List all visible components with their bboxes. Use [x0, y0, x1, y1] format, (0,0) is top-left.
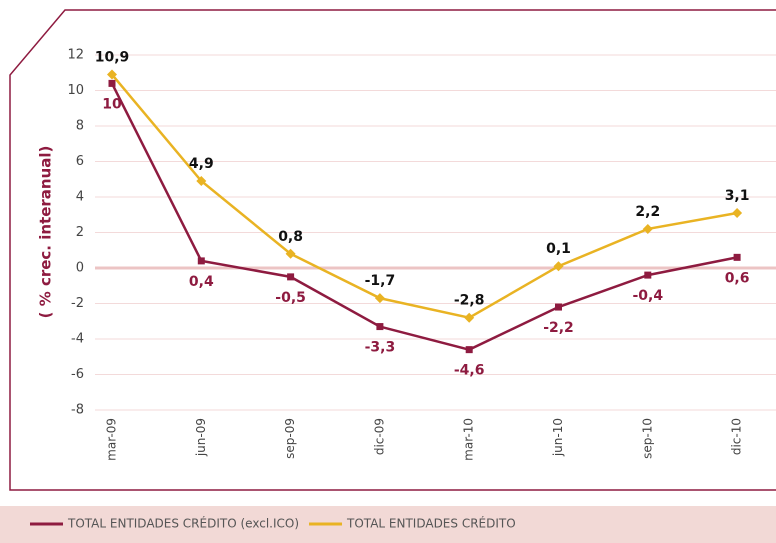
- data-label: -4,6: [454, 363, 485, 379]
- x-tick-label: mar-10: [462, 418, 476, 461]
- marker: [465, 346, 473, 354]
- data-label: 0,6: [725, 270, 750, 286]
- data-label: 2,2: [635, 204, 660, 220]
- data-label: 3,1: [725, 188, 750, 204]
- y-tick-label: -2: [71, 296, 84, 311]
- series-line: [111, 73, 738, 320]
- y-tick-label: 10: [67, 83, 84, 98]
- x-tick-label: sep-10: [640, 418, 654, 459]
- series-line: [110, 82, 738, 351]
- x-tick-label: dic-10: [730, 418, 744, 455]
- marker: [107, 69, 117, 80]
- data-label: -1,7: [365, 273, 396, 289]
- y-axis-label: ( % crec. interanual): [37, 146, 55, 319]
- y-tick-label: 4: [76, 190, 84, 205]
- x-tick-label: jun-10: [551, 418, 565, 457]
- data-label: 0,1: [546, 241, 571, 257]
- y-tick-label: 12: [67, 48, 84, 63]
- marker: [555, 303, 562, 311]
- y-tick-label: 2: [76, 225, 84, 240]
- x-tick-label: dic-09: [372, 418, 386, 455]
- y-tick-label: 0: [76, 261, 84, 276]
- marker: [196, 176, 207, 187]
- marker: [732, 207, 743, 218]
- data-label: 10: [102, 96, 122, 112]
- x-tick-label: mar-09: [105, 418, 119, 461]
- marker: [287, 273, 295, 281]
- x-tick-label: sep-09: [283, 418, 297, 459]
- legend-label: TOTAL ENTIDADES CRÉDITO: [346, 516, 516, 531]
- marker: [108, 79, 116, 87]
- y-tick-label: -6: [71, 367, 84, 382]
- y-tick-label: 8: [76, 119, 84, 134]
- y-tick-label: 6: [76, 154, 84, 169]
- data-label: 0,4: [189, 274, 214, 290]
- legend-label: TOTAL ENTIDADES CRÉDITO (excl.ICO): [67, 516, 299, 531]
- x-tick-label: jun-09: [194, 418, 208, 457]
- data-label: -0,4: [632, 288, 663, 304]
- data-label: -0,5: [275, 290, 306, 306]
- data-label: 10,9: [95, 50, 130, 66]
- y-tick-label: -4: [71, 332, 84, 347]
- marker: [197, 257, 205, 265]
- marker: [644, 271, 652, 279]
- frame: [9, 9, 776, 491]
- data-label: -2,2: [543, 320, 574, 336]
- legend-box: [0, 506, 776, 543]
- marker: [553, 261, 564, 272]
- data-label: 4,9: [189, 156, 214, 172]
- marker: [376, 323, 384, 331]
- data-label: -3,3: [365, 340, 396, 356]
- marker: [733, 253, 741, 261]
- y-tick-label: -8: [71, 403, 84, 418]
- marker: [374, 293, 385, 304]
- marker: [285, 248, 296, 259]
- data-label: 0,8: [278, 229, 303, 245]
- marker: [464, 312, 475, 323]
- data-label: -2,8: [454, 293, 485, 309]
- marker: [642, 223, 653, 234]
